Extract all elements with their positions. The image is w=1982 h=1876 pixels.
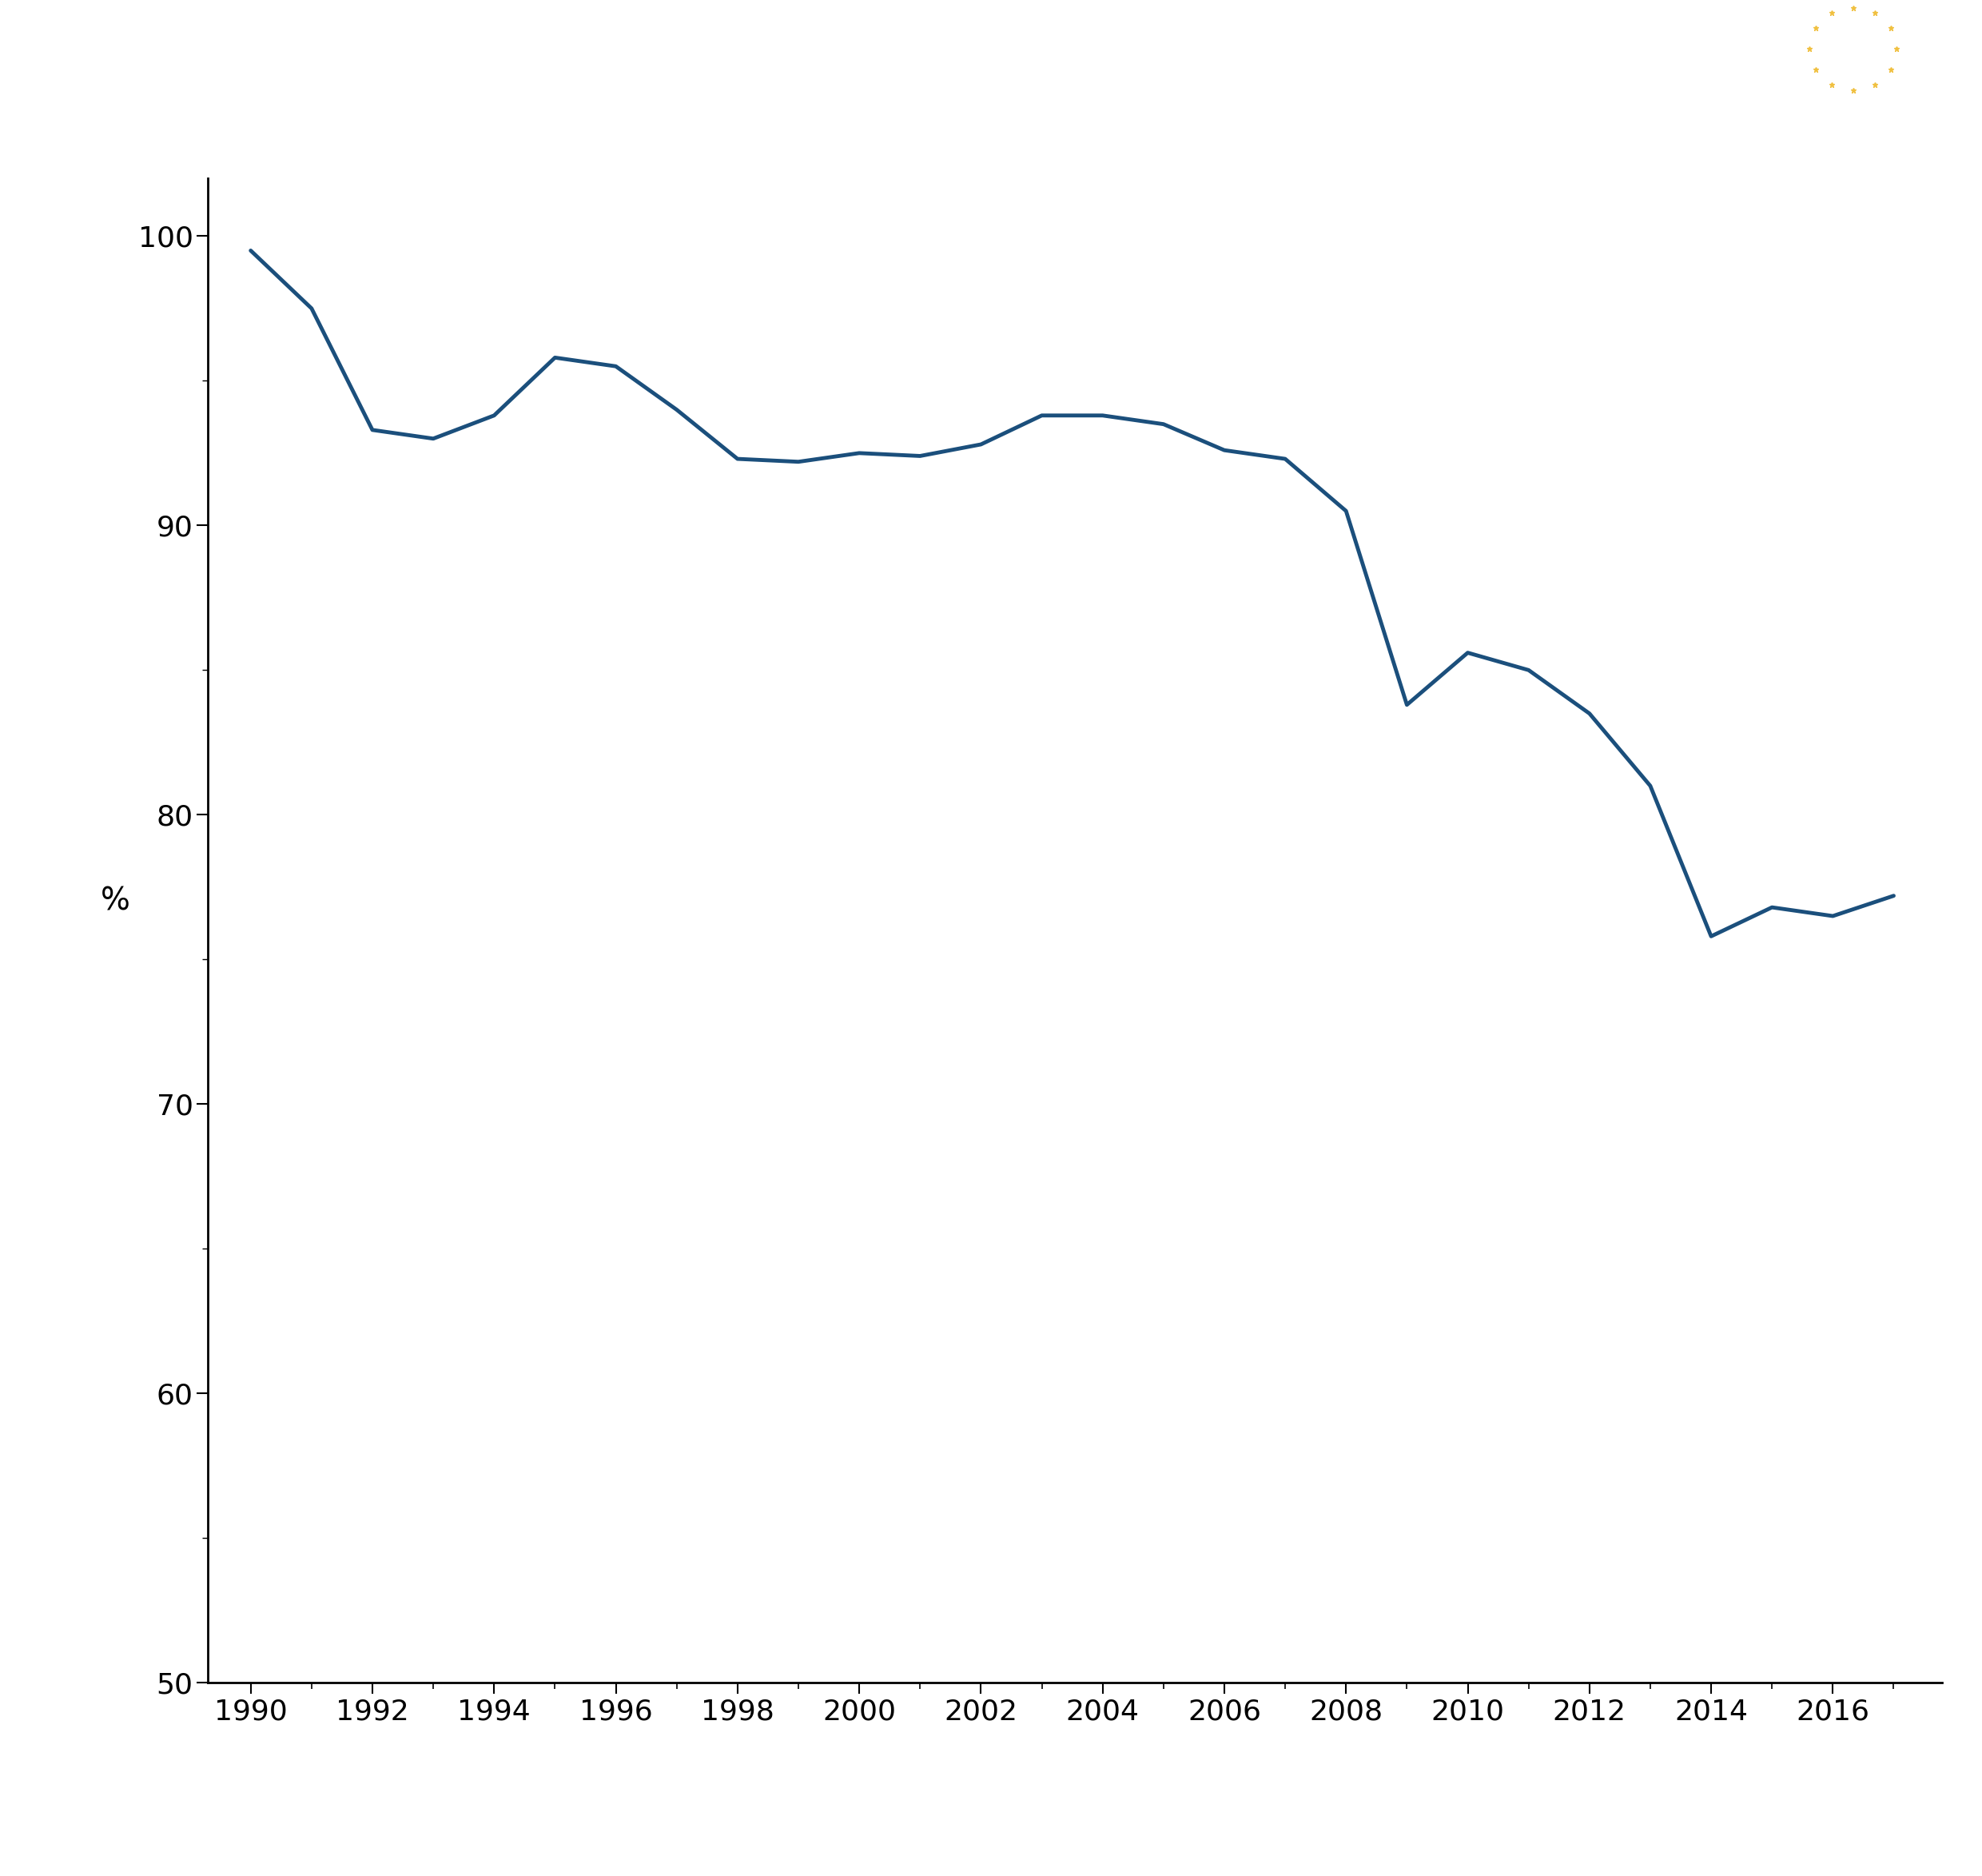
Text: Source: CER via Eurostat.: Source: CER via Eurostat.	[55, 1799, 424, 1825]
Text: %: %	[101, 885, 131, 917]
Text: Chart 1: GHG emissions as percentage of 1990 total: Chart 1: GHG emissions as percentage of …	[311, 38, 1354, 71]
Text: CENTRE FOR EUROPEAN REFORM: CENTRE FOR EUROPEAN REFORM	[1899, 30, 1982, 39]
